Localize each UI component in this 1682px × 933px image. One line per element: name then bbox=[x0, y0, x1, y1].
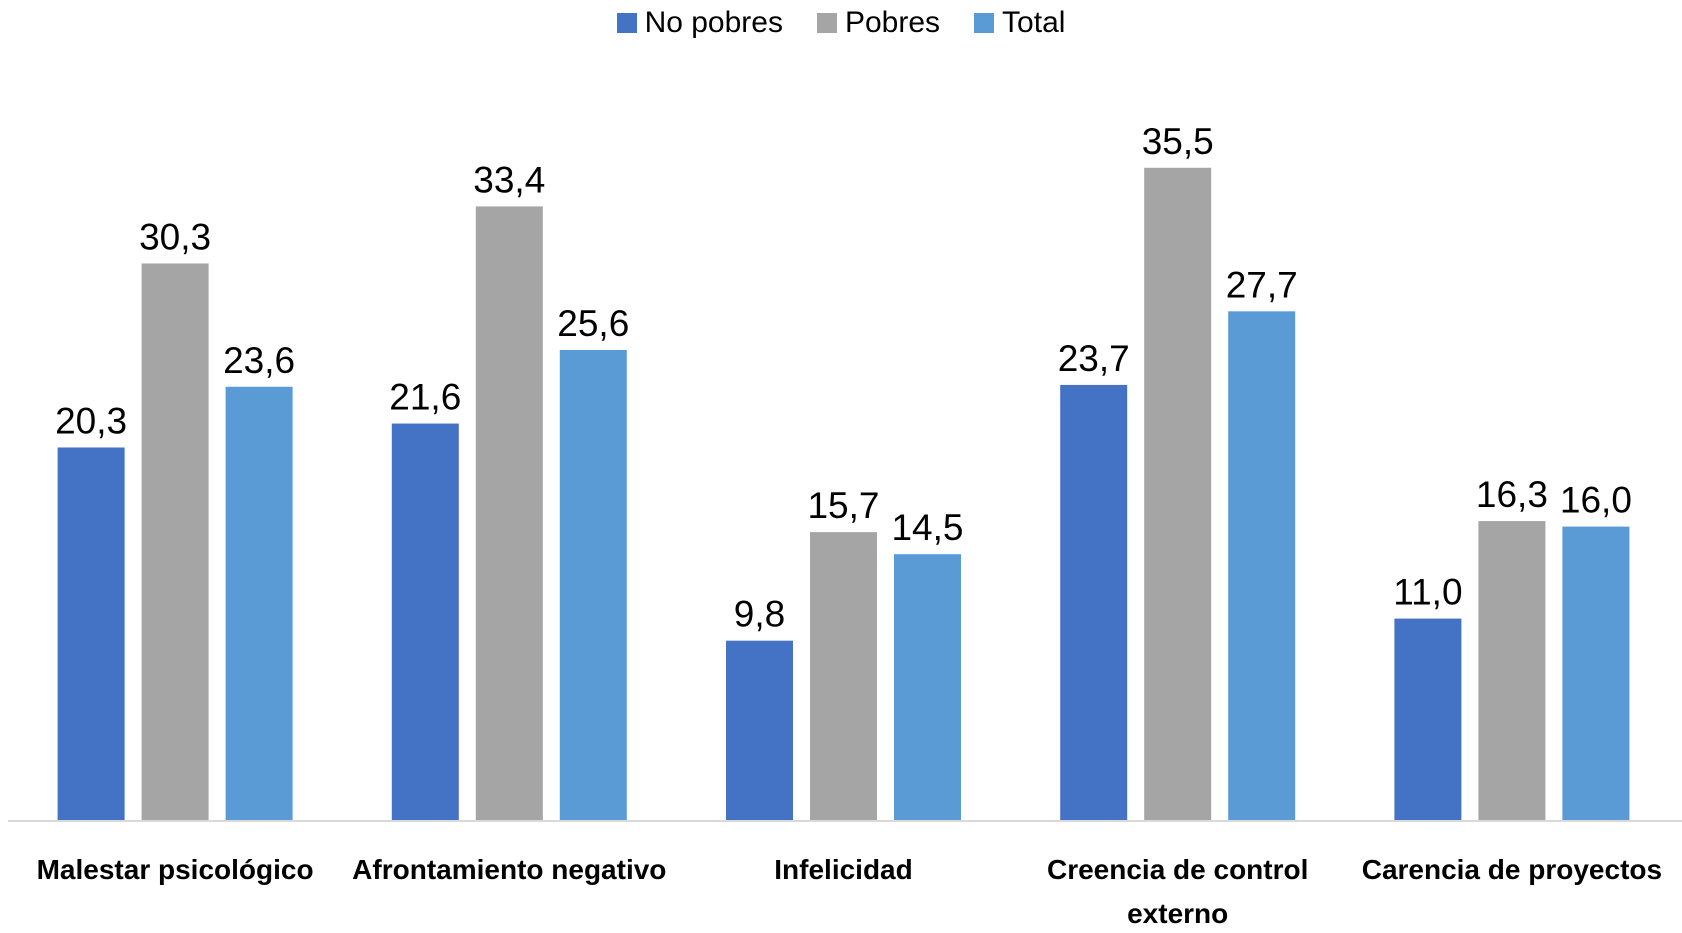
bar bbox=[894, 554, 961, 821]
legend-label: No pobres bbox=[644, 6, 783, 39]
value-label: 33,4 bbox=[473, 159, 545, 200]
x-tick-label: Carencia de proyectos bbox=[1361, 854, 1663, 885]
legend-label: Pobres bbox=[844, 6, 941, 39]
legend-item: Pobres bbox=[816, 6, 941, 40]
bar bbox=[57, 447, 125, 821]
bar bbox=[810, 532, 877, 821]
value-label: 23,7 bbox=[1058, 338, 1130, 379]
value-label: 16,3 bbox=[1476, 474, 1548, 515]
legend-swatch bbox=[616, 13, 637, 33]
x-tick-label: Creencia de control externo bbox=[1046, 854, 1309, 929]
value-label: 11,0 bbox=[1393, 572, 1462, 613]
value-label: 25,6 bbox=[557, 303, 629, 344]
value-label: 15,7 bbox=[807, 485, 879, 526]
legend-swatch bbox=[816, 13, 837, 33]
x-tick-label: Afrontamiento negativo bbox=[352, 854, 667, 885]
value-label: 21,6 bbox=[389, 377, 461, 418]
value-label: 14,5 bbox=[891, 507, 963, 548]
value-label: 23,6 bbox=[223, 340, 295, 381]
legend-item: Total bbox=[974, 6, 1065, 40]
bar bbox=[559, 349, 627, 821]
bar bbox=[391, 423, 459, 821]
legend-swatch bbox=[974, 13, 995, 33]
bar bbox=[1228, 311, 1296, 821]
bar bbox=[726, 640, 793, 821]
bar bbox=[1394, 618, 1462, 821]
bar bbox=[1144, 167, 1212, 822]
bar bbox=[1060, 384, 1128, 821]
bar bbox=[225, 386, 293, 821]
bar bbox=[141, 263, 209, 822]
bar bbox=[1562, 526, 1630, 821]
value-label: 35,5 bbox=[1142, 121, 1214, 162]
value-label: 20,3 bbox=[55, 400, 127, 441]
value-label: 27,7 bbox=[1226, 264, 1298, 305]
legend: No pobres Pobres Total bbox=[0, 6, 1682, 40]
bar bbox=[1478, 521, 1546, 821]
value-label: 16,0 bbox=[1560, 480, 1632, 521]
bar bbox=[475, 206, 543, 821]
legend-item: No pobres bbox=[616, 6, 783, 40]
x-tick-label: Infelicidad bbox=[774, 854, 913, 885]
x-tick-label: Malestar psicológico bbox=[36, 854, 314, 885]
value-label: 9,8 bbox=[734, 594, 785, 635]
value-label: 30,3 bbox=[139, 216, 211, 257]
legend-label: Total bbox=[1002, 6, 1066, 39]
